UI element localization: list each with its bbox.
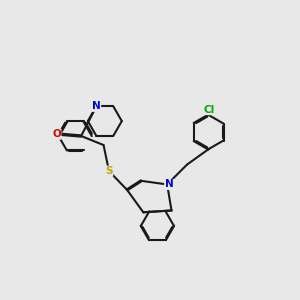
Text: N: N xyxy=(92,101,101,111)
Text: O: O xyxy=(52,129,61,139)
Text: Cl: Cl xyxy=(203,105,214,115)
Text: S: S xyxy=(105,166,113,176)
Text: N: N xyxy=(165,179,173,189)
